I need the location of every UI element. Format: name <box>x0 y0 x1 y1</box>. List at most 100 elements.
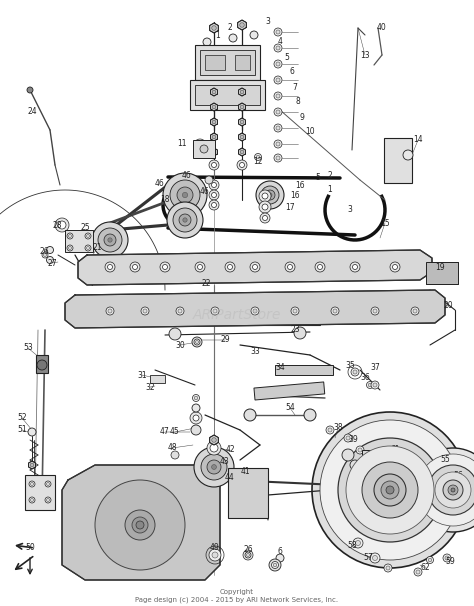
Polygon shape <box>210 435 219 445</box>
Circle shape <box>195 262 205 272</box>
Circle shape <box>105 262 115 272</box>
Circle shape <box>274 60 282 68</box>
Text: 10: 10 <box>305 127 315 136</box>
Circle shape <box>30 499 34 502</box>
Circle shape <box>130 262 140 272</box>
Circle shape <box>212 150 216 154</box>
Circle shape <box>392 264 398 270</box>
Text: 31: 31 <box>137 370 147 379</box>
Circle shape <box>240 90 244 94</box>
Circle shape <box>171 451 179 459</box>
Circle shape <box>212 552 218 558</box>
Text: 27: 27 <box>47 259 57 267</box>
Circle shape <box>390 262 400 272</box>
Circle shape <box>192 395 200 402</box>
Text: 58: 58 <box>347 541 357 550</box>
Text: 46: 46 <box>155 179 165 187</box>
Text: 50: 50 <box>25 544 35 553</box>
Text: 3: 3 <box>265 18 271 27</box>
Text: 43: 43 <box>220 458 230 467</box>
Circle shape <box>356 446 364 454</box>
Circle shape <box>178 309 182 313</box>
Circle shape <box>179 214 191 226</box>
Circle shape <box>212 120 216 124</box>
Polygon shape <box>210 88 218 96</box>
Circle shape <box>194 139 206 151</box>
Circle shape <box>259 201 271 213</box>
Text: 18: 18 <box>160 196 170 204</box>
Text: 47: 47 <box>160 427 170 436</box>
Circle shape <box>333 309 337 313</box>
Text: 12: 12 <box>253 158 263 167</box>
Bar <box>195 85 260 105</box>
Circle shape <box>342 449 354 461</box>
Circle shape <box>250 262 260 272</box>
Circle shape <box>141 307 149 315</box>
Circle shape <box>373 556 377 561</box>
Text: 54: 54 <box>285 404 295 413</box>
Text: 20: 20 <box>443 301 453 310</box>
Circle shape <box>86 247 90 250</box>
Circle shape <box>346 436 350 440</box>
Polygon shape <box>238 88 246 96</box>
Circle shape <box>276 30 280 34</box>
Circle shape <box>85 233 91 239</box>
Circle shape <box>136 521 144 529</box>
Circle shape <box>386 566 390 570</box>
Circle shape <box>210 444 218 452</box>
Polygon shape <box>238 148 246 156</box>
Polygon shape <box>238 118 246 126</box>
Text: 2: 2 <box>228 22 232 32</box>
Circle shape <box>46 482 49 485</box>
Circle shape <box>169 328 181 340</box>
Circle shape <box>285 262 295 272</box>
Circle shape <box>276 156 280 160</box>
Circle shape <box>366 382 374 388</box>
Text: 45: 45 <box>170 427 180 436</box>
Circle shape <box>260 213 270 223</box>
Circle shape <box>353 538 363 548</box>
Text: 2: 2 <box>328 170 332 179</box>
Circle shape <box>414 568 422 576</box>
Circle shape <box>262 193 268 199</box>
Polygon shape <box>28 461 36 469</box>
Text: 49: 49 <box>210 544 220 553</box>
Circle shape <box>211 307 219 315</box>
Circle shape <box>133 264 137 270</box>
Circle shape <box>268 193 272 197</box>
Text: 25: 25 <box>80 224 90 233</box>
Text: 6: 6 <box>278 547 283 556</box>
Circle shape <box>251 307 259 315</box>
Circle shape <box>245 552 251 558</box>
Circle shape <box>274 108 282 116</box>
Circle shape <box>274 140 282 148</box>
Circle shape <box>416 570 420 574</box>
Circle shape <box>194 396 198 400</box>
Circle shape <box>228 264 233 270</box>
Circle shape <box>256 155 260 159</box>
Circle shape <box>255 153 262 161</box>
Bar <box>228 468 268 518</box>
Circle shape <box>237 160 247 170</box>
Text: 37: 37 <box>370 364 380 373</box>
Circle shape <box>212 135 216 139</box>
Text: 51: 51 <box>17 425 27 435</box>
Text: 32: 32 <box>145 382 155 391</box>
Text: 15: 15 <box>380 219 390 227</box>
Circle shape <box>288 264 292 270</box>
Circle shape <box>265 190 275 200</box>
Circle shape <box>211 193 217 198</box>
Circle shape <box>69 235 72 238</box>
Circle shape <box>353 264 357 270</box>
Circle shape <box>373 309 377 313</box>
Circle shape <box>209 190 219 200</box>
Circle shape <box>411 448 474 532</box>
Text: 24: 24 <box>27 107 37 116</box>
Circle shape <box>261 186 279 204</box>
Circle shape <box>417 454 474 526</box>
Circle shape <box>163 173 207 217</box>
Bar <box>25 475 55 510</box>
Text: 59: 59 <box>445 558 455 567</box>
Text: 5: 5 <box>284 53 290 61</box>
Circle shape <box>240 150 244 154</box>
